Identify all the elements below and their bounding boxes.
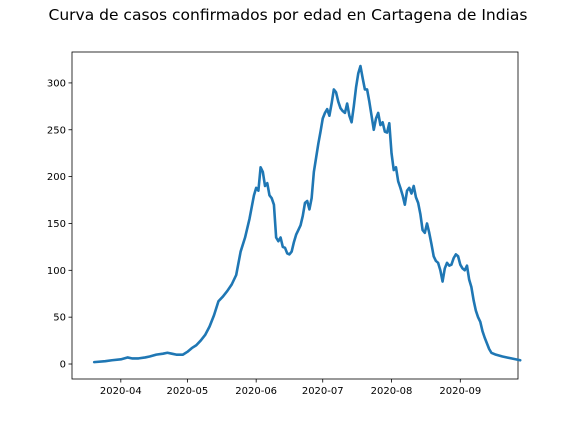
x-tick-label: 2020-04 (100, 386, 142, 397)
chart-title: Curva de casos confirmados por edad en C… (48, 6, 528, 24)
x-tick-label: 2020-07 (302, 386, 344, 397)
y-tick-label: 200 (47, 172, 66, 183)
x-tick-label: 2020-06 (235, 386, 277, 397)
y-axis: 0 50 100 150 200 250 300 (47, 78, 72, 371)
plot-area-frame (71, 51, 519, 380)
x-tick-label: 2020-05 (166, 386, 208, 397)
y-tick-label: 150 (47, 219, 66, 230)
x-tick-label: 2020-09 (439, 386, 481, 397)
x-tick-label: 2020-08 (371, 386, 413, 397)
cases-series-line (92, 64, 522, 364)
y-tick-label: 250 (47, 125, 66, 136)
y-tick-label: 100 (47, 266, 66, 277)
x-axis: 2020-04 2020-05 2020-06 2020-07 2020-08 2020-… (100, 379, 481, 397)
y-tick-label: 300 (47, 78, 66, 89)
y-tick-label: 50 (53, 313, 66, 324)
y-tick-label: 0 (60, 360, 66, 371)
